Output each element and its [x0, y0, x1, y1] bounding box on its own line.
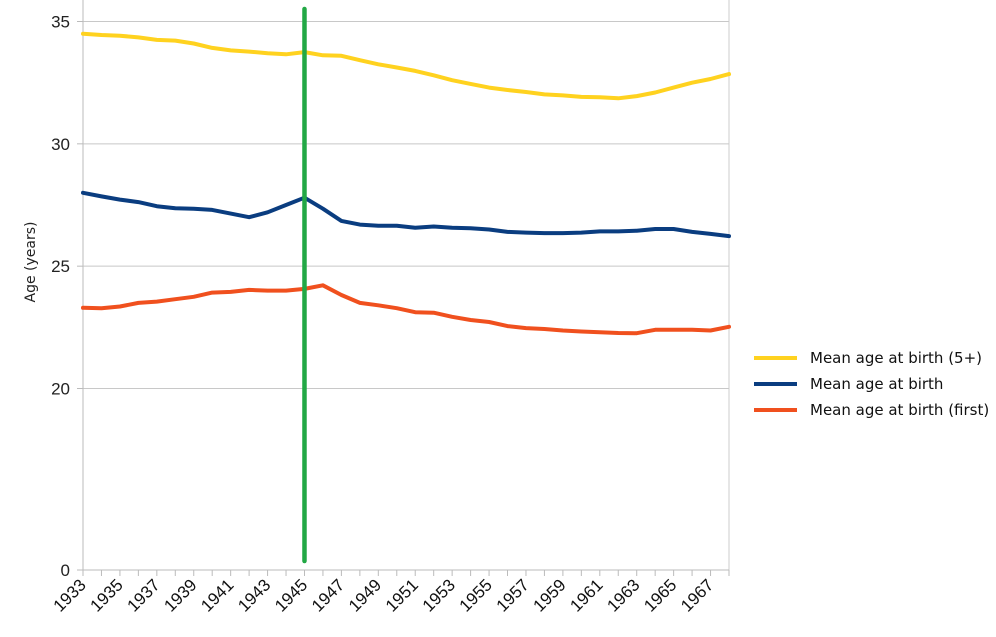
y-tick-label: 25 — [51, 257, 70, 276]
x-tick-label: 1957 — [493, 575, 533, 615]
y-axis-label: Age (years) — [23, 222, 39, 303]
x-tick-labels: 1933193519371939194119431945194719491951… — [50, 575, 718, 615]
y-tick-label: 30 — [51, 135, 70, 154]
x-tick-label: 1945 — [271, 575, 311, 615]
legend-label: Mean age at birth (5+) — [810, 349, 982, 367]
gridlines — [83, 21, 729, 389]
x-tick-label: 1965 — [640, 575, 680, 615]
y-tick-label: 20 — [51, 380, 70, 399]
x-tick-label: 1943 — [234, 575, 274, 615]
y-tick-label: 0 — [61, 561, 70, 580]
legend-label: Mean age at birth (first) — [810, 401, 989, 419]
y-tick-labels: 0 20 25 30 35 — [51, 13, 70, 581]
axes — [77, 0, 730, 576]
legend: Mean age at birth (5+) Mean age at birth M… — [754, 349, 989, 419]
series-line-2 — [81, 190, 731, 239]
x-tick-label: 1953 — [419, 575, 459, 615]
x-tick-label: 1947 — [308, 575, 348, 615]
x-tick-label: 1939 — [160, 575, 200, 615]
y-tick-label: 35 — [51, 13, 70, 32]
x-tick-label: 1951 — [382, 575, 422, 615]
series-lines — [81, 31, 731, 336]
series-line-3 — [81, 283, 731, 336]
x-tick-label: 1937 — [123, 575, 163, 615]
x-tick-label: 1955 — [456, 575, 496, 615]
x-tick-label: 1935 — [87, 575, 127, 615]
x-tick-label: 1961 — [566, 575, 606, 615]
x-tick-label: 1967 — [677, 575, 717, 615]
x-tick-label: 1963 — [603, 575, 643, 615]
x-tick-label: 1959 — [530, 575, 570, 615]
x-tick-label: 1933 — [50, 575, 90, 615]
x-tick-label: 1941 — [197, 575, 237, 615]
x-tick-label: 1949 — [345, 575, 385, 615]
legend-label: Mean age at birth — [810, 375, 943, 393]
series-line-1 — [81, 31, 731, 101]
